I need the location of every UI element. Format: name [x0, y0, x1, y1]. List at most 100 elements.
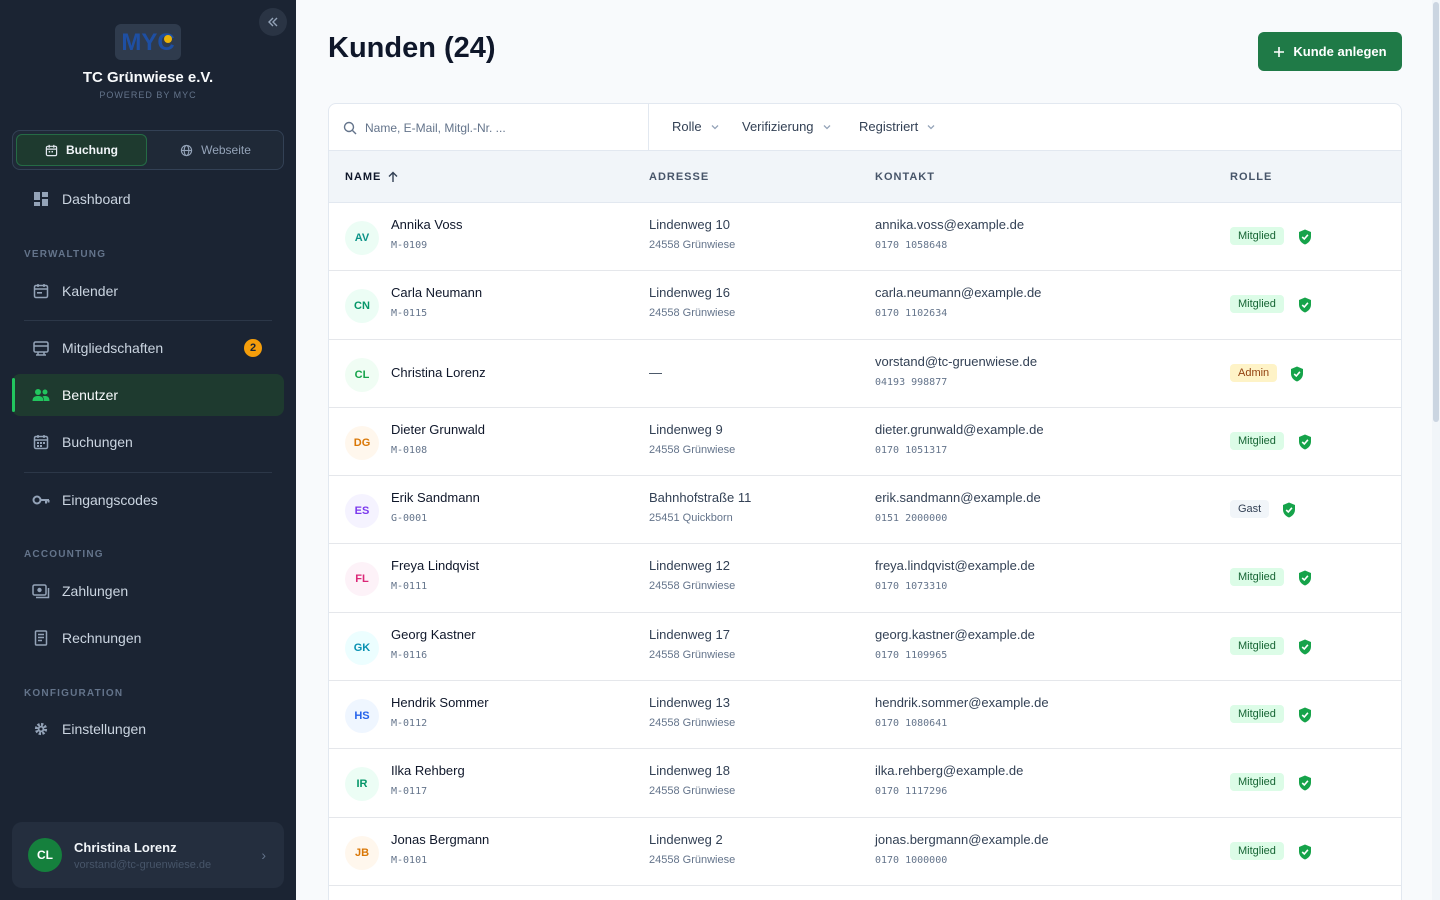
customer-name[interactable]: Erik Sandmann: [391, 490, 480, 506]
contact-phone: 0170 1109965: [875, 649, 948, 661]
user-menu[interactable]: CL Christina Lorenz vorstand@tc-gruenwie…: [12, 822, 284, 888]
table-body: AV Annika Voss M-0109 Lindenweg 10 24558 Grü…: [329, 203, 1401, 886]
address-street: Lindenweg 13: [649, 695, 730, 711]
contact-email[interactable]: annika.voss@example.de: [875, 217, 1025, 232]
contact-email[interactable]: georg.kastner@example.de: [875, 626, 1035, 642]
table-row[interactable]: CN Carla Neumann M-0115 Lindenweg 16 24558 G…: [329, 271, 1401, 340]
contact-phone: 0170 1073310: [875, 581, 948, 593]
member-number: G-0001: [391, 513, 428, 525]
verified-shield-icon: [1291, 366, 1303, 382]
role-badge: Mitglied: [1230, 431, 1284, 450]
column-adresse[interactable]: ADRESSE: [649, 171, 710, 183]
role-badge: Mitglied: [1230, 568, 1284, 587]
scrollbar-thumb[interactable]: [1433, 2, 1439, 422]
nav-zahlungen[interactable]: Zahlungen: [12, 570, 284, 612]
address-city: 24558 Grünwiese: [649, 717, 736, 730]
club-logo[interactable]: MYC: [115, 24, 181, 60]
filter-verifizierung[interactable]: Verifizierung: [742, 119, 832, 134]
page-scrollbar[interactable]: [1432, 0, 1440, 900]
nav-einstellungen[interactable]: Einstellungen: [12, 708, 284, 750]
filter-label: Verifizierung: [742, 119, 814, 134]
count-badge: 2: [244, 339, 262, 357]
table-row[interactable]: CL Christina Lorenz — vorstand@tc-gruenwies…: [329, 340, 1401, 408]
nav-buchungen[interactable]: Buchungen: [12, 421, 284, 463]
customer-name[interactable]: Annika Voss: [391, 217, 463, 232]
filter-rolle[interactable]: Rolle: [672, 119, 720, 134]
payments-icon: [32, 582, 50, 600]
table-row[interactable]: ES Erik Sandmann G-0001 Bahnhofstraße 11 254…: [329, 476, 1401, 545]
nav-mitgliedschaften[interactable]: Mitgliedschaften 2: [12, 327, 284, 369]
customer-name[interactable]: Dieter Grunwald: [391, 421, 485, 437]
contact-phone: 0170 1051317: [875, 444, 948, 456]
column-rolle[interactable]: ROLLE: [1230, 171, 1273, 183]
contact-email[interactable]: erik.sandmann@example.de: [875, 490, 1041, 506]
section-verwaltung: VERWALTUNG: [24, 249, 107, 260]
contact-email[interactable]: vorstand@tc-gruenwiese.de: [875, 353, 1038, 369]
member-number: M-0116: [391, 649, 428, 661]
avatar: CL: [28, 838, 62, 872]
user-name: Christina Lorenz: [74, 839, 177, 855]
address-city: 25451 Quickborn: [649, 512, 733, 525]
address-city: 24558 Grünwiese: [649, 443, 736, 456]
customer-name[interactable]: Christina Lorenz: [391, 364, 486, 380]
member-number: M-0115: [391, 308, 428, 320]
chevron-down-icon: [711, 124, 719, 129]
powered-by: POWERED BY MYC: [99, 90, 197, 100]
table-row[interactable]: AV Annika Voss M-0109 Lindenweg 10 24558 Grü…: [329, 203, 1401, 272]
nav-rechnungen[interactable]: Rechnungen: [12, 617, 284, 659]
contact-email[interactable]: ilka.rehberg@example.de: [875, 763, 1024, 779]
column-kontakt[interactable]: KONTAKT: [875, 171, 935, 183]
table-row[interactable]: FL Freya Lindqvist M-0111 Lindenweg 12 24558…: [329, 544, 1401, 613]
address-street: Lindenweg 18: [649, 763, 730, 779]
arrow-up-icon: [388, 171, 398, 182]
dashboard-icon: [32, 190, 50, 208]
nav-dashboard[interactable]: Dashboard: [12, 178, 284, 220]
segment-label: Buchung: [66, 143, 118, 157]
table-row[interactable]: DG Dieter Grunwald M-0108 Lindenweg 9 24558 …: [329, 408, 1401, 477]
customer-name[interactable]: Jonas Bergmann: [391, 831, 490, 847]
role-badge: Mitglied: [1230, 773, 1284, 792]
add-customer-label: Kunde anlegen: [1293, 44, 1387, 59]
collapse-sidebar-button[interactable]: [259, 8, 287, 36]
column-name[interactable]: NAME: [345, 171, 399, 183]
table-row[interactable]: JB Jonas Bergmann M-0101 Lindenweg 2 24558 G…: [329, 818, 1401, 886]
member-number: M-0109: [391, 240, 428, 251]
page-title: Kunden (24): [328, 32, 496, 64]
nav-divider: [24, 320, 272, 321]
users-icon: [32, 386, 50, 404]
search-icon: [343, 121, 357, 134]
add-customer-button[interactable]: Kunde anlegen: [1258, 32, 1402, 71]
table-row[interactable]: HS Hendrik Sommer M-0112 Lindenweg 13 24558 …: [329, 681, 1401, 750]
nav-benutzer[interactable]: Benutzer: [12, 374, 284, 416]
nav-kalender[interactable]: Kalender: [12, 270, 284, 312]
search-input[interactable]: [365, 120, 625, 135]
contact-email[interactable]: freya.lindqvist@example.de: [875, 558, 1035, 574]
table-row[interactable]: GK Georg Kastner M-0116 Lindenweg 17 24558 G…: [329, 613, 1401, 682]
chevron-down-icon: [927, 124, 935, 129]
table-row[interactable]: IR Ilka Rehberg M-0117 Lindenweg 18 24558 Gr…: [329, 749, 1401, 818]
customer-name[interactable]: Ilka Rehberg: [391, 763, 465, 779]
calendar-grid-icon: [32, 433, 50, 451]
role-badge: Mitglied: [1230, 636, 1284, 655]
customer-name[interactable]: Carla Neumann: [391, 285, 483, 301]
section-konfiguration: KONFIGURATION: [24, 688, 124, 699]
contact-email[interactable]: dieter.grunwald@example.de: [875, 421, 1044, 437]
address-city: 24558 Grünwiese: [649, 648, 736, 661]
nav-eingangscodes[interactable]: Eingangscodes: [12, 479, 284, 521]
nav-label: Eingangscodes: [62, 492, 158, 508]
filter-registriert[interactable]: Registriert: [859, 119, 936, 134]
contact-email[interactable]: jonas.bergmann@example.de: [875, 831, 1049, 847]
customer-name[interactable]: Hendrik Sommer: [391, 695, 489, 711]
verified-shield-icon: [1299, 707, 1311, 723]
customer-name[interactable]: Georg Kastner: [391, 626, 476, 642]
contact-phone: 0170 1117296: [875, 786, 948, 798]
customer-name[interactable]: Freya Lindqvist: [391, 558, 480, 574]
segment-webseite[interactable]: Webseite: [151, 134, 280, 166]
filter-bar: Rolle Verifizierung Registriert: [329, 104, 1401, 151]
segment-buchung[interactable]: Buchung: [16, 134, 147, 166]
sidebar: MYC TC Grünwiese e.V. POWERED BY MYC Buc…: [0, 0, 296, 900]
role-badge: Admin: [1230, 363, 1278, 382]
myc-logo-icon: MYC: [121, 29, 174, 56]
contact-email[interactable]: carla.neumann@example.de: [875, 285, 1042, 301]
contact-email[interactable]: hendrik.sommer@example.de: [875, 695, 1049, 711]
